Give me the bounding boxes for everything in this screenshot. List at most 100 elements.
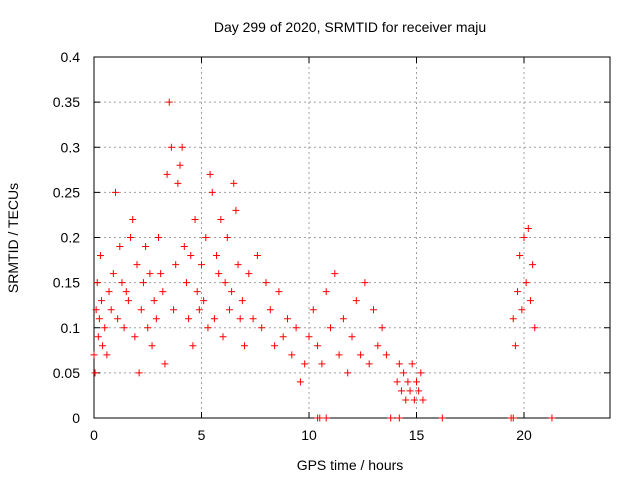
data-point xyxy=(397,387,405,395)
data-point xyxy=(174,179,182,187)
data-point xyxy=(509,414,517,422)
data-point xyxy=(245,270,253,278)
y-tick-label: 0.1 xyxy=(61,320,81,336)
data-point xyxy=(292,324,300,332)
data-point xyxy=(406,387,414,395)
data-point xyxy=(382,351,390,359)
data-point xyxy=(137,306,145,314)
data-point xyxy=(187,252,195,260)
data-point xyxy=(124,297,132,305)
y-tick-label: 0.15 xyxy=(53,275,80,291)
data-point xyxy=(92,306,100,314)
data-point xyxy=(316,414,324,422)
y-tick-label: 0.3 xyxy=(61,139,81,155)
y-tick-label: 0.4 xyxy=(61,49,81,65)
data-point xyxy=(548,414,556,422)
data-point xyxy=(258,324,266,332)
data-point xyxy=(144,324,152,332)
data-point xyxy=(400,369,408,377)
data-point xyxy=(180,243,188,251)
data-point xyxy=(118,279,126,287)
y-tick-label: 0.25 xyxy=(53,184,80,200)
data-point xyxy=(172,261,180,269)
data-point xyxy=(415,387,423,395)
data-point xyxy=(116,243,124,251)
data-point xyxy=(339,315,347,323)
data-point xyxy=(202,234,210,241)
data-point xyxy=(241,342,248,350)
y-tick-label: 0.35 xyxy=(53,94,80,110)
x-tick-label: 10 xyxy=(301,427,317,443)
data-point xyxy=(112,188,119,196)
data-point xyxy=(413,378,420,386)
data-point xyxy=(365,360,373,368)
data-point xyxy=(161,360,169,368)
data-points xyxy=(90,98,556,422)
data-point xyxy=(249,315,257,323)
data-point xyxy=(526,297,534,305)
data-point xyxy=(232,206,240,214)
data-point xyxy=(296,378,304,386)
data-point xyxy=(348,333,356,341)
data-point xyxy=(374,342,382,350)
y-axis-title: SRMTID / TECUs xyxy=(5,183,21,293)
data-point xyxy=(163,170,171,178)
data-point xyxy=(182,279,190,287)
data-point xyxy=(139,279,147,287)
data-point xyxy=(114,315,122,323)
data-point xyxy=(402,396,410,404)
data-point xyxy=(395,414,403,422)
data-point xyxy=(204,324,212,332)
data-point xyxy=(94,333,102,341)
data-point xyxy=(518,306,526,314)
data-point xyxy=(408,360,416,368)
data-point xyxy=(511,342,519,350)
data-point xyxy=(142,243,150,251)
data-point xyxy=(238,297,246,305)
data-point xyxy=(344,369,352,377)
data-point xyxy=(318,360,326,368)
data-point xyxy=(200,297,208,305)
data-point xyxy=(529,261,537,269)
data-point xyxy=(135,369,143,377)
data-point xyxy=(95,315,103,323)
data-point xyxy=(234,261,242,269)
data-point xyxy=(127,234,135,241)
data-point xyxy=(393,378,401,386)
data-point xyxy=(150,297,158,305)
data-point xyxy=(129,215,137,223)
data-point xyxy=(271,342,279,350)
data-point xyxy=(146,270,154,278)
data-point xyxy=(91,369,99,377)
data-point xyxy=(105,288,113,296)
data-point xyxy=(335,351,343,359)
x-tick-label: 15 xyxy=(409,427,425,443)
data-point xyxy=(322,288,330,296)
data-point xyxy=(322,414,330,422)
data-point xyxy=(170,306,178,314)
chart-title: Day 299 of 2020, SRMTID for receiver maj… xyxy=(214,19,486,35)
data-point xyxy=(167,143,175,151)
data-point xyxy=(165,98,173,106)
y-tick-label: 0.2 xyxy=(61,230,81,246)
data-point xyxy=(509,315,517,323)
data-point xyxy=(404,378,412,386)
data-point xyxy=(417,369,425,377)
data-point xyxy=(395,360,403,368)
data-point xyxy=(159,288,167,296)
data-point xyxy=(516,252,524,260)
data-point xyxy=(524,224,532,232)
data-point xyxy=(99,342,107,350)
data-point xyxy=(309,306,317,314)
x-tick-label: 0 xyxy=(90,427,98,443)
data-point xyxy=(230,179,238,187)
data-point xyxy=(266,306,274,314)
data-point xyxy=(387,414,395,422)
data-point xyxy=(96,252,104,260)
data-point xyxy=(131,333,139,341)
data-point xyxy=(101,324,109,332)
data-point xyxy=(189,342,197,350)
data-point xyxy=(305,333,313,341)
